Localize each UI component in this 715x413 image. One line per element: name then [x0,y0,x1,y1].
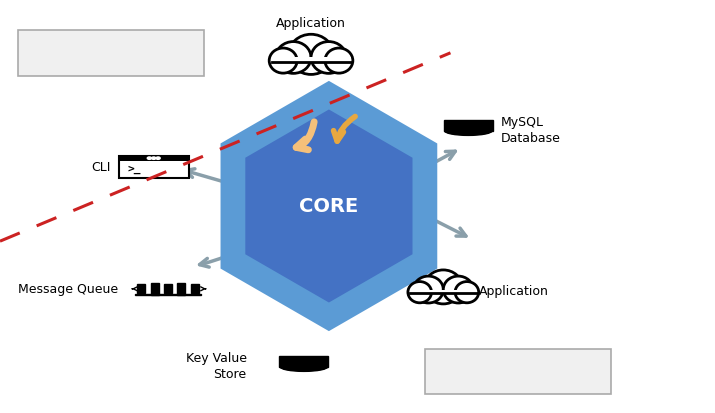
Polygon shape [245,110,413,303]
Bar [280,356,328,367]
Circle shape [156,158,160,160]
Ellipse shape [325,49,352,74]
Text: Application: Application [479,285,549,298]
Text: Message Queue: Message Queue [18,282,118,296]
Text: MySQL
Database: MySQL Database [500,116,561,145]
Ellipse shape [444,127,493,137]
Ellipse shape [425,270,462,304]
Ellipse shape [443,276,473,303]
Ellipse shape [408,282,432,303]
Text: CLI: CLI [92,161,111,174]
Ellipse shape [444,126,493,136]
Ellipse shape [413,276,443,303]
Bar [137,285,145,294]
Ellipse shape [311,43,346,74]
FancyBboxPatch shape [18,31,204,76]
Bar [119,157,189,161]
Ellipse shape [280,356,328,366]
Bar [177,283,185,295]
Text: Application: Application [276,17,346,29]
Polygon shape [220,82,438,331]
Text: CORE: CORE [300,197,358,216]
Ellipse shape [269,49,297,74]
Bar [272,58,350,63]
Text: Key Value
Store: Key Value Store [186,351,247,380]
Ellipse shape [289,35,333,75]
Circle shape [152,158,156,160]
Bar [134,294,202,296]
Ellipse shape [280,362,328,372]
Ellipse shape [276,43,311,74]
Circle shape [147,158,152,160]
Bar [119,157,189,178]
Text: Driven actors: Driven actors [470,365,567,378]
Ellipse shape [455,282,479,303]
Bar [164,285,172,294]
Bar [191,285,199,294]
Text: Driver actors: Driver actors [62,47,159,60]
Ellipse shape [444,121,493,131]
Bar [410,290,477,294]
Ellipse shape [280,362,328,372]
FancyBboxPatch shape [425,349,611,394]
Bar [444,121,493,132]
Bar [151,283,159,295]
Text: >_: >_ [127,164,141,173]
